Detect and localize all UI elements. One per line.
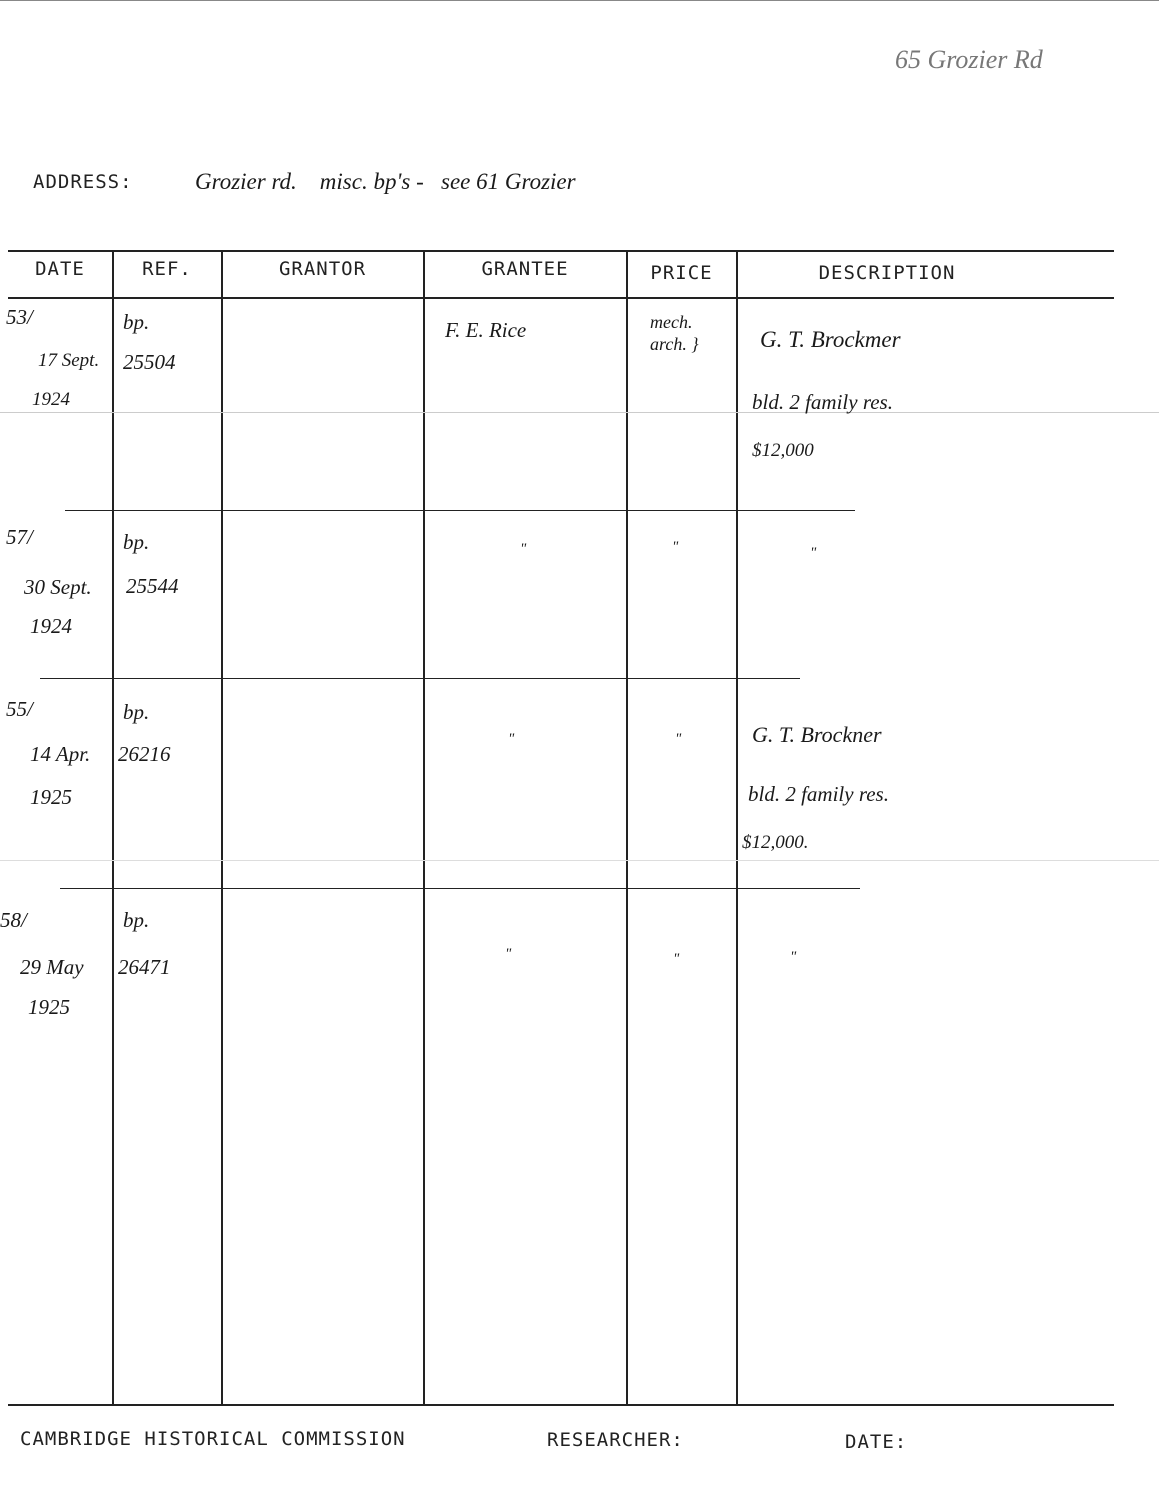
col-header-date: DATE (35, 258, 85, 280)
price: " (675, 731, 682, 747)
description-line: " (790, 949, 797, 965)
address-label: ADDRESS: (33, 171, 133, 193)
description-line: G. T. Brockner (752, 722, 882, 747)
scan-fold-line (0, 412, 1159, 413)
ref-number: 26216 (118, 742, 171, 766)
entry-number: 57/ (6, 525, 33, 549)
ref-number: 26471 (118, 955, 171, 979)
grantee: " (520, 541, 527, 557)
col-header-ref: REF. (142, 258, 192, 280)
header-bottom-line (8, 297, 1114, 299)
col-header-grantor: GRANTOR (278, 258, 367, 280)
top-edge (0, 0, 1159, 1)
entry-date: 30 Sept. (24, 575, 92, 599)
entry-year: 1925 (30, 785, 72, 809)
price: " (673, 951, 680, 967)
row-divider (40, 678, 800, 679)
scan-fold-line (0, 860, 1159, 861)
col-header-description: DESCRIPTION (818, 262, 956, 284)
col-divider (626, 250, 628, 1405)
corner-note: 65 Grozier Rd (895, 45, 1043, 74)
grantee: F. E. Rice (445, 318, 527, 342)
col-header-grantee: GRANTEE (481, 258, 569, 280)
row-divider (60, 888, 860, 889)
entry-date: 17 Sept. (38, 350, 100, 371)
entry-year: 1924 (30, 614, 72, 638)
header-top-line (8, 250, 1114, 252)
description-line: bld. 2 family res. (752, 390, 893, 414)
description-line: $12,000 (752, 440, 814, 461)
address-value: Grozier rd. misc. bp's - see 61 Grozier (195, 169, 576, 194)
price: " (672, 539, 679, 555)
ref-number: 25544 (126, 574, 179, 598)
table-bottom-line (8, 1404, 1114, 1406)
description-line: bld. 2 family res. (748, 782, 889, 806)
entry-year: 1924 (32, 389, 70, 410)
footer-organization: CAMBRIDGE HISTORICAL COMMISSION (20, 1428, 406, 1450)
entry-number: 53/ (6, 305, 33, 329)
col-header-price: PRICE (650, 262, 713, 284)
grantee: " (508, 731, 515, 747)
col-divider (221, 250, 223, 1405)
entry-date: 29 May (20, 955, 84, 979)
col-divider (112, 250, 114, 1405)
ref-type: bp. (123, 700, 150, 724)
footer-date-label: DATE: (845, 1431, 908, 1453)
entry-date: 14 Apr. (30, 742, 91, 766)
description-line: " (810, 545, 817, 561)
description-line: $12,000. (742, 832, 809, 853)
entry-year: 1925 (28, 995, 70, 1019)
grantee: " (505, 946, 512, 962)
price: mech. arch. } (650, 312, 699, 354)
ref-type: bp. (123, 310, 150, 334)
row-divider (65, 510, 855, 511)
footer-researcher-label: RESEARCHER: (547, 1429, 684, 1451)
col-divider (423, 250, 425, 1405)
col-divider (736, 250, 738, 1405)
entry-number: 58/ (0, 908, 27, 932)
entry-number: 55/ (6, 697, 33, 721)
ref-type: bp. (123, 530, 150, 554)
ref-type: bp. (123, 908, 150, 932)
description-line: G. T. Brockmer (760, 327, 901, 352)
ref-number: 25504 (123, 350, 176, 374)
